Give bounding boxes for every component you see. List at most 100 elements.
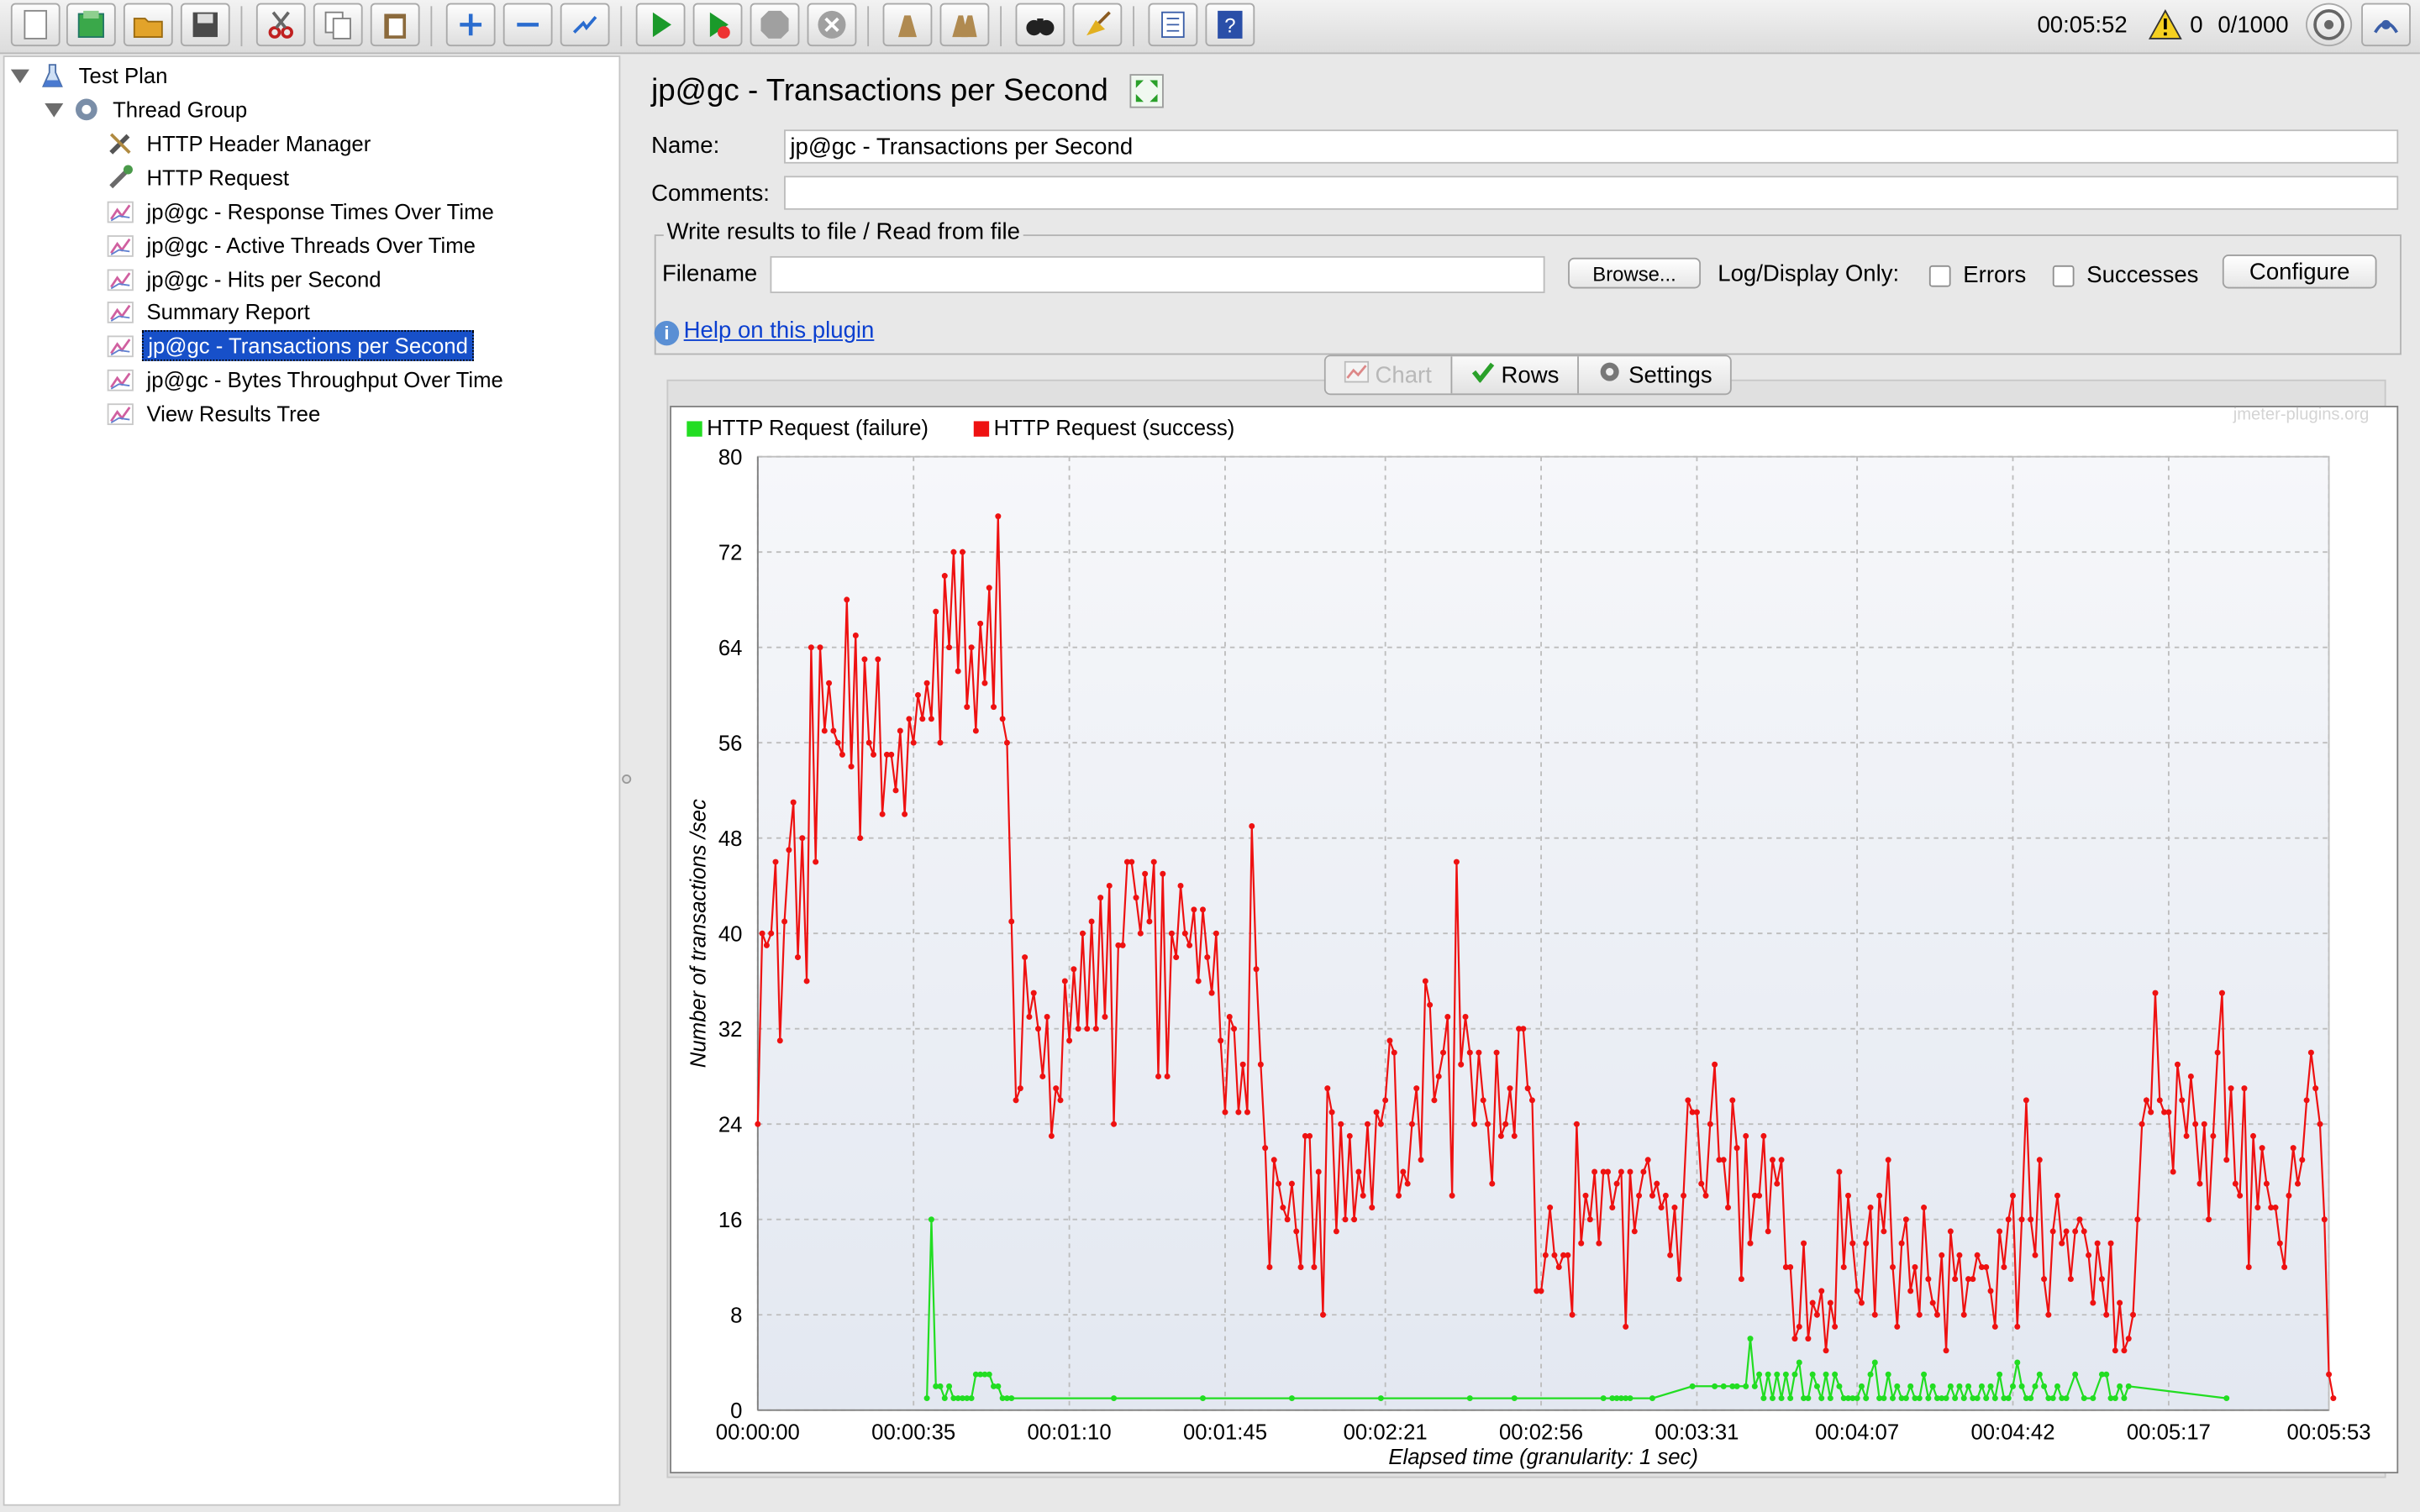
tree-item[interactable]: jp@gc - Active Threads Over Time bbox=[107, 230, 481, 261]
tree-expand-icon[interactable] bbox=[10, 69, 29, 84]
save-button[interactable] bbox=[180, 3, 230, 47]
tree-item[interactable]: View Results Tree bbox=[107, 398, 325, 429]
search-button[interactable] bbox=[1015, 3, 1065, 47]
templates-button[interactable] bbox=[66, 3, 116, 47]
errors-checkbox[interactable] bbox=[1928, 265, 1951, 287]
gear-icon bbox=[1597, 360, 1622, 391]
data-point bbox=[910, 739, 917, 746]
data-point bbox=[1818, 1288, 1825, 1294]
reset-search-button[interactable] bbox=[1072, 3, 1123, 47]
tree-item-label: View Results Tree bbox=[146, 401, 321, 426]
help-button[interactable]: ? bbox=[1205, 3, 1255, 47]
copy-button[interactable] bbox=[313, 3, 363, 47]
graph-icon bbox=[107, 232, 134, 260]
data-point bbox=[1022, 954, 1028, 961]
data-point bbox=[1084, 1026, 1091, 1032]
help-link[interactable]: Help on this plugin bbox=[683, 318, 875, 344]
stop-button[interactable] bbox=[750, 3, 800, 47]
paste-button[interactable] bbox=[370, 3, 420, 47]
data-point bbox=[1863, 1395, 1870, 1402]
tab-settings[interactable]: Settings bbox=[1579, 356, 1730, 393]
filename-field[interactable] bbox=[770, 255, 1545, 293]
browse-button[interactable]: Browse... bbox=[1568, 257, 1702, 289]
tree-item[interactable]: Thread Group bbox=[45, 94, 251, 125]
tree-item[interactable]: jp@gc - Bytes Throughput Over Time bbox=[107, 364, 508, 395]
tree-item[interactable]: jp@gc - Response Times Over Time bbox=[107, 196, 499, 227]
data-point bbox=[1146, 918, 1153, 925]
data-point bbox=[2303, 1097, 2310, 1104]
tree-expand-icon[interactable] bbox=[45, 103, 64, 118]
cut-button[interactable] bbox=[255, 3, 306, 47]
collapse-all-button[interactable] bbox=[502, 3, 553, 47]
data-point bbox=[1560, 1252, 1567, 1258]
graph-icon bbox=[107, 297, 134, 325]
data-point bbox=[1649, 1395, 1655, 1402]
successes-checkbox[interactable] bbox=[2052, 265, 2075, 287]
comments-field[interactable] bbox=[784, 176, 2399, 210]
tree-item[interactable]: HTTP Request bbox=[107, 162, 294, 193]
data-point bbox=[888, 751, 895, 758]
data-point bbox=[977, 620, 984, 627]
data-point bbox=[1805, 1395, 1812, 1402]
log-viewer-icon[interactable] bbox=[2361, 3, 2411, 47]
shutdown-button[interactable] bbox=[807, 3, 857, 47]
data-point bbox=[2121, 1395, 2128, 1402]
data-point bbox=[1729, 1097, 1736, 1104]
expand-all-button[interactable] bbox=[445, 3, 496, 47]
data-point bbox=[1858, 1383, 1865, 1389]
new-button[interactable] bbox=[10, 3, 60, 47]
data-point bbox=[1418, 1157, 1424, 1163]
data-point bbox=[1991, 1323, 1998, 1330]
tree-item-label: jp@gc - Transactions per Second bbox=[141, 330, 475, 361]
toggle-button[interactable] bbox=[560, 3, 610, 47]
data-point bbox=[1987, 1383, 1994, 1389]
pane-splitter[interactable] bbox=[622, 55, 632, 1506]
data-point bbox=[2041, 1276, 2048, 1283]
tree-item[interactable]: HTTP Header Manager bbox=[107, 128, 376, 159]
data-point bbox=[1155, 1073, 1162, 1079]
data-point bbox=[2254, 1205, 2261, 1211]
data-point bbox=[1440, 1049, 1447, 1056]
tree-item[interactable]: jp@gc - Hits per Second bbox=[107, 264, 386, 295]
clear-button[interactable] bbox=[882, 3, 933, 47]
open-button[interactable] bbox=[123, 3, 173, 47]
tree-item[interactable]: Test Plan bbox=[10, 60, 172, 92]
data-point bbox=[839, 751, 845, 758]
configure-button[interactable]: Configure bbox=[2222, 255, 2377, 289]
data-point bbox=[2045, 1311, 2052, 1318]
tree-item[interactable]: jp@gc - Transactions per Second bbox=[107, 330, 475, 361]
maximize-icon[interactable] bbox=[1129, 74, 1164, 108]
remote-status-icon[interactable] bbox=[2306, 3, 2353, 47]
start-button[interactable] bbox=[635, 3, 686, 47]
tab-chart[interactable]: Chart bbox=[1325, 356, 1452, 394]
data-point bbox=[1960, 1311, 1967, 1318]
function-helper-button[interactable] bbox=[1148, 3, 1198, 47]
data-point bbox=[1733, 1383, 1740, 1389]
data-point bbox=[1030, 990, 1037, 996]
tab-rows[interactable]: Rows bbox=[1452, 356, 1580, 394]
expand-all-icon bbox=[460, 13, 482, 36]
x-tick-label: 00:04:07 bbox=[1815, 1421, 1899, 1445]
data-point bbox=[1738, 1276, 1744, 1283]
data-point bbox=[2281, 1263, 2288, 1270]
start-icon bbox=[652, 12, 671, 38]
results-file-legend: Write results to file / Read from file bbox=[663, 218, 1023, 246]
data-point bbox=[1881, 1228, 1887, 1235]
data-point bbox=[1813, 1383, 1820, 1389]
data-point bbox=[2125, 1383, 2132, 1389]
data-point bbox=[1970, 1276, 1976, 1283]
tree-item[interactable]: Summary Report bbox=[107, 297, 315, 328]
data-point bbox=[1978, 1383, 1985, 1389]
data-point bbox=[1658, 1205, 1665, 1211]
data-point bbox=[1555, 1263, 1562, 1270]
data-point bbox=[772, 858, 779, 865]
data-point bbox=[1813, 1311, 1820, 1318]
data-point bbox=[2036, 1157, 2043, 1163]
data-point bbox=[1712, 1383, 1718, 1389]
data-point bbox=[2049, 1395, 2056, 1402]
start-no-pauses-button[interactable] bbox=[692, 3, 743, 47]
data-point bbox=[1849, 1395, 1856, 1402]
data-point bbox=[1516, 1026, 1523, 1032]
clear-all-button[interactable] bbox=[939, 3, 990, 47]
name-field[interactable]: jp@gc - Transactions per Second bbox=[784, 129, 2399, 164]
